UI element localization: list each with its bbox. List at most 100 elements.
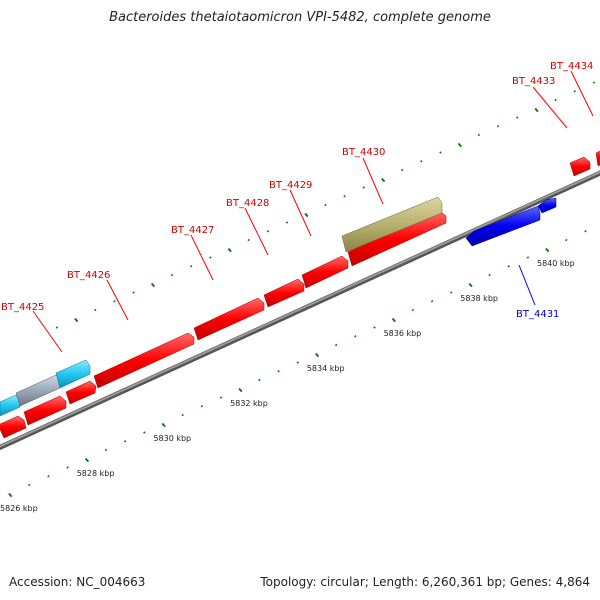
minor-tick: [181, 413, 184, 417]
gene-arrow[interactable]: [301, 255, 349, 289]
major-tick: [381, 177, 386, 183]
minor-tick: [113, 300, 116, 303]
minor-tick: [449, 291, 453, 294]
gene-arrow[interactable]: [0, 394, 21, 417]
minor-tick: [55, 326, 59, 329]
major-tick: [150, 282, 156, 288]
major-tick: [304, 212, 309, 218]
gene-arrows: [0, 148, 600, 439]
major-tick: [534, 107, 539, 113]
minor-tick: [515, 116, 519, 119]
gene-label[interactable]: BT_4428: [226, 198, 269, 209]
gene-label[interactable]: BT_4426: [67, 270, 110, 281]
gene-arrow[interactable]: [465, 205, 541, 247]
minor-tick: [285, 221, 289, 224]
minor-tick: [488, 273, 491, 277]
minor-tick: [200, 405, 204, 408]
backbone: [0, 170, 600, 451]
gene-arrow[interactable]: [595, 148, 600, 167]
gene-arrow[interactable]: [193, 297, 265, 341]
minor-tick: [420, 160, 423, 163]
major-tick: [84, 457, 90, 463]
major-tick: [161, 422, 166, 428]
minor-tick: [554, 98, 557, 102]
map-title: Bacteroides thetaiotaomicron VPI-5482, c…: [109, 10, 491, 25]
gene-label[interactable]: BT_4430: [342, 147, 385, 158]
minor-tick: [334, 343, 338, 347]
minor-tick: [324, 203, 327, 207]
gene-labels: BT_4425 BT_4426 BT_4427 BT_4428 BT_4429 …: [1, 61, 593, 320]
minor-tick: [496, 125, 500, 128]
minor-tick: [66, 466, 69, 469]
minor-tick: [258, 378, 261, 382]
scale-label: 5828 kbp: [77, 469, 115, 478]
minor-tick: [94, 308, 97, 312]
minor-tick: [573, 90, 577, 93]
minor-tick: [477, 133, 481, 137]
gene-arrow[interactable]: [93, 332, 195, 389]
topology-summary: Topology: circular; Length: 6,260,361 bp…: [260, 575, 590, 589]
minor-tick: [584, 230, 587, 233]
gene-arrow[interactable]: [55, 359, 91, 389]
minor-tick: [296, 361, 300, 364]
minor-tick: [565, 238, 568, 242]
major-tick: [457, 142, 462, 148]
scale-labels: 5826 kbp 5828 kbp 5830 kbp 5832 kbp 5834 kbp…: [0, 259, 575, 513]
major-tick: [227, 247, 232, 253]
callout-lines: [32, 70, 594, 353]
minor-tick: [277, 370, 280, 373]
minor-tick: [373, 326, 376, 329]
minor-tick: [354, 335, 357, 338]
minor-tick: [170, 273, 174, 277]
gene-arrow[interactable]: [65, 380, 97, 405]
major-tick: [391, 317, 396, 323]
scale-label: 5830 kbp: [153, 434, 191, 443]
gene-arrow[interactable]: [569, 156, 591, 177]
scale-label: 5832 kbp: [230, 399, 268, 408]
minor-tick: [219, 396, 223, 399]
minor-tick: [28, 483, 31, 487]
minor-tick: [526, 256, 530, 259]
minor-tick: [123, 440, 127, 443]
minor-tick: [47, 475, 50, 478]
minor-tick: [132, 291, 135, 294]
inner-tick-row: [8, 230, 587, 498]
gene-label[interactable]: BT_4433: [512, 76, 555, 87]
major-tick: [238, 387, 243, 393]
minor-tick: [189, 265, 193, 268]
gene-label[interactable]: BT_4431: [516, 309, 559, 320]
scale-label: 5826 kbp: [0, 504, 38, 513]
minor-tick: [411, 308, 415, 312]
minor-tick: [343, 195, 346, 198]
minor-tick: [104, 448, 108, 452]
gene-arrow[interactable]: [0, 415, 27, 439]
minor-tick: [439, 151, 442, 154]
scale-label: 5834 kbp: [307, 364, 345, 373]
accession-text: Accession: NC_004663: [9, 575, 146, 589]
scale-label: 5840 kbp: [537, 259, 575, 268]
major-tick: [468, 282, 473, 288]
minor-tick: [400, 168, 404, 172]
gene-arrow[interactable]: [537, 197, 557, 214]
minor-tick: [266, 230, 270, 233]
minor-tick: [592, 81, 596, 84]
outer-tick-row: [55, 81, 596, 329]
major-tick: [545, 247, 550, 253]
minor-tick: [247, 238, 250, 242]
gene-arrow[interactable]: [263, 278, 305, 308]
minor-tick: [507, 265, 511, 268]
gene-label[interactable]: BT_4425: [1, 302, 44, 313]
major-tick: [8, 492, 13, 498]
minor-tick: [209, 256, 212, 259]
minor-tick: [362, 186, 366, 189]
major-tick: [315, 352, 320, 358]
minor-tick: [430, 300, 434, 303]
gene-arrow[interactable]: [341, 196, 443, 253]
gene-label[interactable]: BT_4429: [269, 180, 312, 191]
minor-tick: [143, 431, 146, 434]
gene-label[interactable]: BT_4434: [550, 61, 593, 72]
gene-arrow[interactable]: [23, 395, 67, 426]
gene-label[interactable]: BT_4427: [171, 225, 214, 236]
scale-label: 5838 kbp: [460, 294, 498, 303]
